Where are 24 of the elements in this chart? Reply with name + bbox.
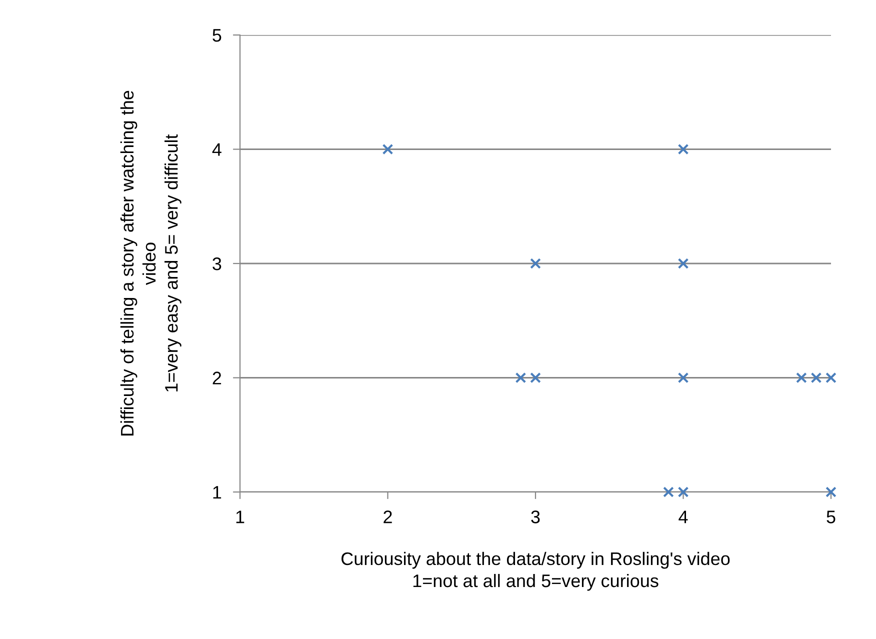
x-tick-label: 5: [826, 510, 836, 524]
x-axis-title: Curiousity about the data/story in Rosling's video 1=not at all and 5=very curious: [342, 552, 730, 591]
point: [678, 258, 689, 269]
point: [678, 486, 689, 498]
point: [810, 372, 822, 384]
y-tick-label: 1: [213, 486, 222, 499]
x-tick-label: 4: [678, 510, 688, 524]
point: [515, 372, 526, 384]
point: [530, 372, 541, 384]
point: [678, 372, 689, 384]
point: [796, 372, 807, 384]
point: [530, 258, 541, 269]
x-tick-label: 2: [384, 510, 392, 524]
y-tick-label: 3: [212, 257, 222, 270]
x-tick-label: 1: [236, 510, 244, 524]
y-tick-label: 2: [212, 372, 222, 384]
point: [382, 144, 394, 155]
point: [678, 144, 689, 155]
y-axis-title: Difficulty of telling a story after watching the video 1=very easy and 5= very difficult: [120, 90, 182, 436]
y-tick-label: 5: [212, 29, 222, 42]
y-tick-label: 4: [212, 143, 222, 156]
point: [826, 372, 836, 384]
point: [663, 486, 674, 498]
x-tick-label: 3: [531, 510, 540, 524]
